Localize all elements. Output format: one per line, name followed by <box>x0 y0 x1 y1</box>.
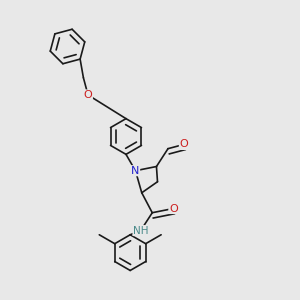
Text: O: O <box>84 90 92 100</box>
Text: O: O <box>169 203 178 214</box>
Text: NH: NH <box>133 226 148 236</box>
Text: N: N <box>131 166 140 176</box>
Text: O: O <box>179 140 188 149</box>
